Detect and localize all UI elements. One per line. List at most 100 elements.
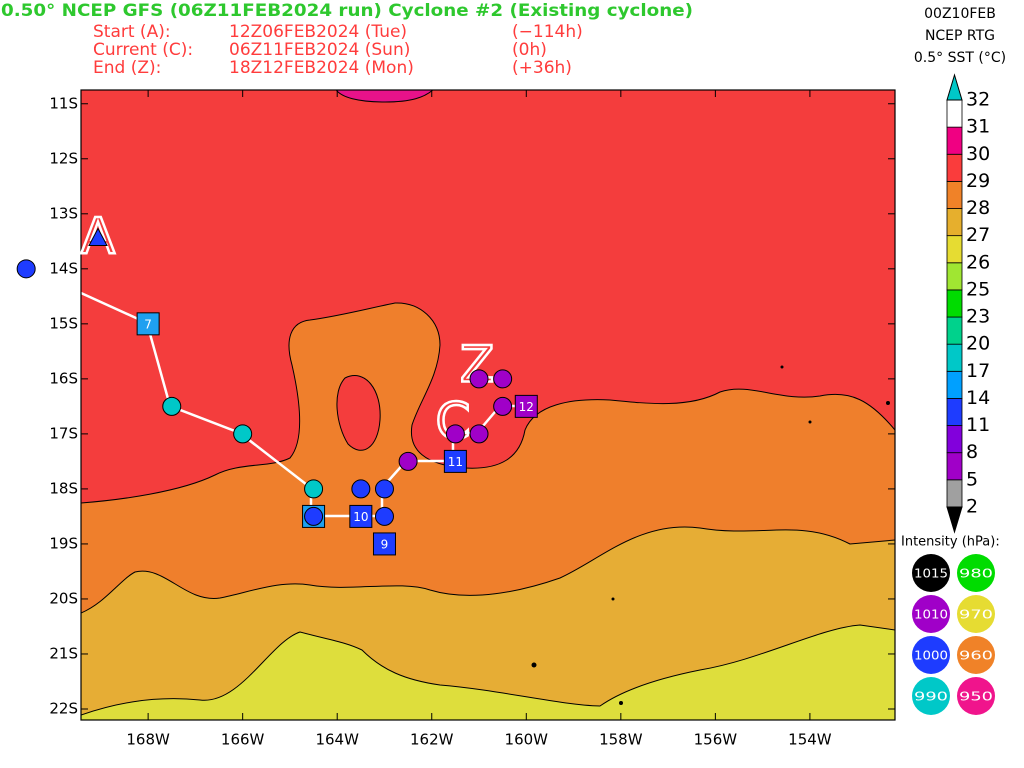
- track-point: [493, 396, 513, 416]
- intensity-label: 980: [959, 567, 993, 581]
- islands: [531, 365, 890, 705]
- lon-label: 162W: [410, 731, 454, 749]
- colorbar-label: 8: [966, 441, 978, 463]
- colorbar-segment: [946, 99, 963, 128]
- colorbar-under: [946, 506, 963, 534]
- track-point: [372, 532, 396, 556]
- row-offset: (0h): [512, 40, 547, 60]
- lon-label: 168W: [126, 731, 170, 749]
- intensity-swatch: [957, 677, 995, 715]
- track-point: [443, 449, 467, 473]
- intensity-label: 1000: [914, 649, 948, 663]
- track-point-label: 12: [519, 400, 534, 414]
- track-point-label: 9: [381, 537, 389, 551]
- lat-label: 11S: [49, 94, 78, 112]
- colorbar-segment: [946, 289, 963, 318]
- lat-label: 19S: [49, 534, 78, 552]
- header-rows: Start (A): 12Z06FEB2024 (Tue) (−114h) Cu…: [93, 22, 583, 78]
- dynamic-layer: 11S 12S 13S 14S 15S 16S 17S 18S 19S 20S 21S 22S 168W…: [16, 73, 1000, 749]
- colorbar-segment: [946, 316, 963, 345]
- track-point: [514, 394, 538, 418]
- colorbar-segment: [946, 235, 963, 264]
- intensity-swatch: [957, 636, 995, 674]
- colorbar-label: 28: [966, 197, 990, 219]
- sst-29-pocket: [336, 375, 381, 451]
- colorbar-label: 31: [966, 116, 990, 138]
- lat-label: 16S: [49, 369, 78, 387]
- track-point: [233, 424, 253, 444]
- colorbar-segment: [946, 370, 963, 399]
- lat-label: 12S: [49, 149, 78, 167]
- intensity-swatch: [957, 595, 995, 633]
- track-point: [493, 369, 513, 389]
- colorbar-segment: [946, 180, 963, 209]
- track-point: [398, 451, 418, 471]
- sst-info-line: 00Z10FEB: [924, 6, 996, 22]
- track-point: [136, 312, 160, 336]
- colorbar-segment: [946, 398, 963, 426]
- lat-label: 17S: [49, 424, 78, 442]
- sst-26: [81, 624, 895, 720]
- colorbar-segment: [946, 452, 963, 481]
- track-point: [349, 504, 373, 528]
- colorbar-segment: [946, 262, 963, 291]
- lat-label: 18S: [49, 479, 78, 497]
- lon-label: 160W: [505, 731, 549, 749]
- track-point: [469, 369, 489, 389]
- colorbar-segment: [946, 425, 963, 454]
- lat-label: 20S: [49, 589, 78, 607]
- row-offset: (−114h): [512, 22, 583, 42]
- colorbar-label: 5: [966, 468, 978, 490]
- track-point: [351, 479, 371, 499]
- title: 0.50° NCEP GFS (06Z11FEB2024 run) Cyclon…: [1, 1, 693, 21]
- colorbar-label: 14: [966, 387, 990, 409]
- colorbar-label: 29: [966, 170, 990, 192]
- colorbar-label: 20: [966, 333, 990, 355]
- intensity-swatch: [912, 636, 950, 674]
- intensity-label: 950: [959, 690, 993, 704]
- lon-label: 156W: [694, 731, 738, 749]
- track-point-label: 11: [448, 455, 463, 469]
- colorbar-label: 23: [966, 306, 990, 328]
- plot-frame: [80, 89, 896, 721]
- colorbar-label: 2: [966, 495, 978, 517]
- sst-30: [335, 90, 434, 103]
- intensity-swatch: [912, 595, 950, 633]
- track-point: [374, 506, 394, 526]
- row-time: 06Z11FEB2024 (Sun): [229, 40, 410, 60]
- colorbar-segment: [946, 479, 963, 508]
- lat-label: 15S: [49, 314, 78, 332]
- colorbar-label: 25: [966, 278, 990, 300]
- track-point: [162, 396, 182, 416]
- sst-info: 00Z10FEB NCEP RTG 0.5° SST (°C): [914, 6, 1006, 66]
- colorbar-over: [946, 73, 963, 101]
- colorbar-segment: [946, 153, 963, 182]
- row-offset: (+36h): [512, 58, 572, 78]
- colorbar-label: 30: [966, 143, 990, 165]
- track-point-label: 10: [353, 510, 368, 524]
- sst-info-line: 0.5° SST (°C): [914, 50, 1006, 66]
- track-point: [304, 479, 324, 499]
- intensity-swatch: [957, 554, 995, 592]
- row-time: 12Z06FEB2024 (Tue): [229, 22, 407, 42]
- colorbar-segment: [946, 208, 963, 237]
- lon-label: 164W: [315, 731, 359, 749]
- track-point: [304, 506, 324, 526]
- lat-label: 13S: [49, 204, 78, 222]
- lon-label: 154W: [788, 731, 832, 749]
- lat-label: 22S: [49, 699, 78, 717]
- intensity-label: 990: [914, 690, 948, 704]
- lat-label: 14S: [49, 259, 78, 277]
- lon-label: 166W: [221, 731, 265, 749]
- track-point: [445, 424, 465, 444]
- colorbar-label: 26: [966, 251, 990, 273]
- intensity-label: 1015: [914, 567, 948, 581]
- intensity-title: Intensity (hPa):: [901, 535, 1000, 550]
- row-label: Current (C):: [93, 40, 193, 60]
- intensity-swatch: [912, 677, 950, 715]
- colorbar-label: 27: [966, 224, 990, 246]
- track-point: [88, 227, 108, 247]
- colorbar-segment: [946, 343, 963, 372]
